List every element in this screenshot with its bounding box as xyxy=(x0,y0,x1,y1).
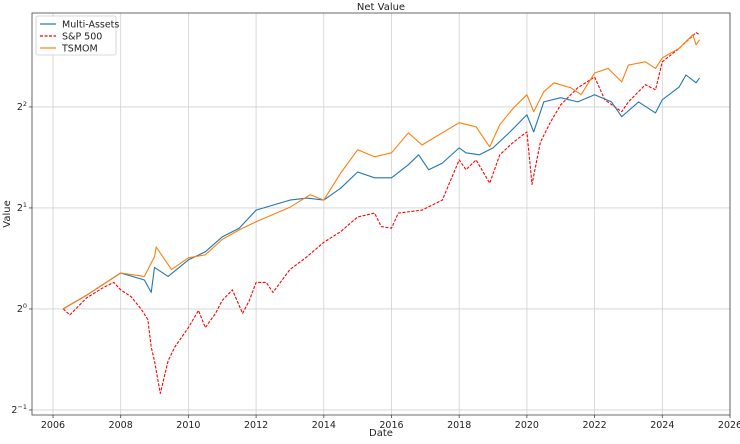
y-tick-label: 2−1 xyxy=(11,403,27,416)
x-tick-label: 2024 xyxy=(650,420,674,431)
x-tick-label: 2010 xyxy=(176,420,200,431)
x-tick-label: 2006 xyxy=(41,420,65,431)
plot-frame xyxy=(31,12,731,416)
x-tick-label: 2022 xyxy=(583,420,607,431)
y-tick-base: 2 xyxy=(17,304,23,315)
series-lines xyxy=(62,32,700,394)
x-tick-label: 2020 xyxy=(515,420,539,431)
y-tick-base: 2 xyxy=(11,405,17,416)
y-axis-label: Value xyxy=(2,200,13,227)
x-tick-label: 2008 xyxy=(109,420,133,431)
x-tick-label: 2012 xyxy=(244,420,268,431)
y-tick-label: 22 xyxy=(17,100,27,113)
y-tick-exponent: −1 xyxy=(17,403,27,411)
y-tick-label: 20 xyxy=(17,302,27,315)
x-tick-label: 2018 xyxy=(447,420,471,431)
x-axis-label: Date xyxy=(369,428,393,439)
legend-box xyxy=(35,15,117,56)
chart-title: Net Value xyxy=(357,2,405,13)
y-tick-exponent: 0 xyxy=(23,302,27,310)
y-tick-base: 2 xyxy=(17,203,23,214)
legend-label: Multi-Assets xyxy=(62,20,119,31)
x-axis: 2006 2008 2010 2012 2014 2016 2018 2020 2022 2024… xyxy=(41,415,740,431)
series-line-s-p-500 xyxy=(62,32,700,394)
y-tick-label: 21 xyxy=(17,201,27,214)
legend-label: S&P 500 xyxy=(62,32,102,43)
series-line-tsmom xyxy=(62,34,700,310)
y-tick-base: 2 xyxy=(17,102,23,113)
legend-label: TSMOM xyxy=(61,44,98,55)
x-tick-label: 2016 xyxy=(379,420,403,431)
series-line-multi-assets xyxy=(62,74,700,310)
y-tick-exponent: 2 xyxy=(23,100,27,108)
y-tick-exponent: 1 xyxy=(23,201,27,209)
x-tick-label: 2014 xyxy=(312,420,336,431)
x-tick-label: 2026 xyxy=(718,420,740,431)
